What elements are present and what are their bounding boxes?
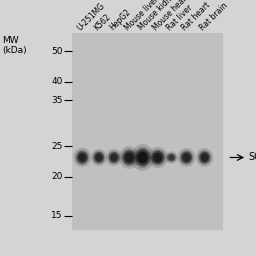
Text: Rat heart: Rat heart [180,0,212,32]
Ellipse shape [201,153,208,162]
Ellipse shape [110,154,118,161]
Text: HepG2: HepG2 [108,7,132,32]
Ellipse shape [167,154,176,162]
Ellipse shape [134,147,152,168]
Ellipse shape [108,151,120,164]
Ellipse shape [138,152,148,163]
Text: 50: 50 [51,47,63,56]
Ellipse shape [109,152,119,163]
Ellipse shape [77,151,88,164]
Ellipse shape [150,149,166,166]
Ellipse shape [165,151,178,164]
Ellipse shape [177,148,196,167]
Ellipse shape [91,149,107,166]
Ellipse shape [92,151,105,164]
Text: Rat brain: Rat brain [198,1,230,32]
Ellipse shape [135,149,150,166]
Ellipse shape [95,154,102,161]
Text: 25: 25 [51,142,63,151]
Text: U-251MG: U-251MG [76,1,107,32]
Text: MW
(kDa): MW (kDa) [3,36,27,55]
Ellipse shape [183,153,190,162]
Text: 20: 20 [51,172,63,181]
Ellipse shape [78,153,86,162]
Text: 40: 40 [51,77,63,86]
Text: 35: 35 [51,95,63,104]
Text: Mouse kidney: Mouse kidney [136,0,180,32]
Ellipse shape [125,153,134,163]
Ellipse shape [181,152,192,163]
Text: SOD2: SOD2 [248,153,256,163]
Ellipse shape [196,148,213,167]
Ellipse shape [147,147,168,168]
Ellipse shape [121,149,137,166]
Text: Mouse liver: Mouse liver [123,0,160,32]
Ellipse shape [166,153,177,162]
Ellipse shape [179,150,194,165]
Text: K562: K562 [92,12,113,32]
Ellipse shape [73,148,91,167]
Ellipse shape [75,150,89,165]
Text: 15: 15 [51,211,63,220]
Ellipse shape [106,149,122,166]
Ellipse shape [199,152,210,163]
Text: Mouse heart: Mouse heart [151,0,191,32]
Text: Rat liver: Rat liver [165,3,194,32]
Ellipse shape [151,151,164,164]
Ellipse shape [198,150,211,165]
Ellipse shape [131,144,154,171]
Ellipse shape [119,146,139,169]
Ellipse shape [153,153,162,162]
Bar [72,33,223,230]
Ellipse shape [123,150,135,165]
Ellipse shape [94,152,104,163]
Ellipse shape [168,155,174,160]
